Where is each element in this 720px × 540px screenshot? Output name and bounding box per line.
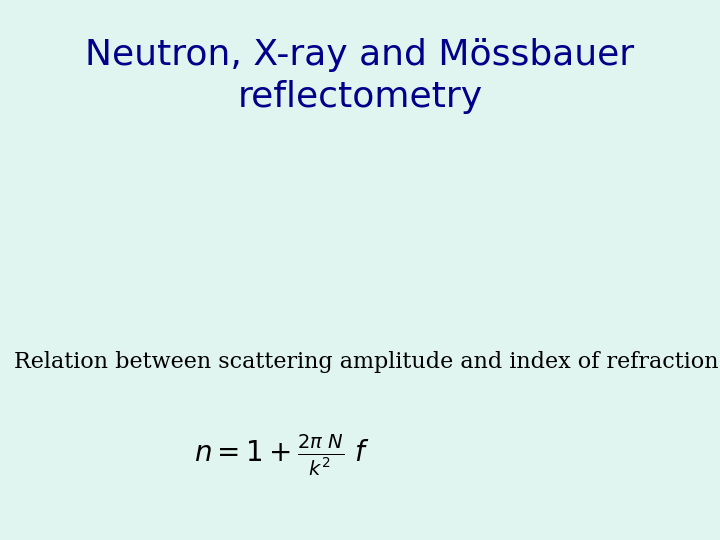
Text: Relation between scattering amplitude and index of refraction:: Relation between scattering amplitude an… (14, 351, 720, 373)
Text: Neutron, X-ray and Mössbauer
reflectometry: Neutron, X-ray and Mössbauer reflectomet… (86, 38, 634, 114)
Text: $n = 1 + \frac{2\pi\ N}{k^2}\ f$: $n = 1 + \frac{2\pi\ N}{k^2}\ f$ (194, 432, 370, 477)
